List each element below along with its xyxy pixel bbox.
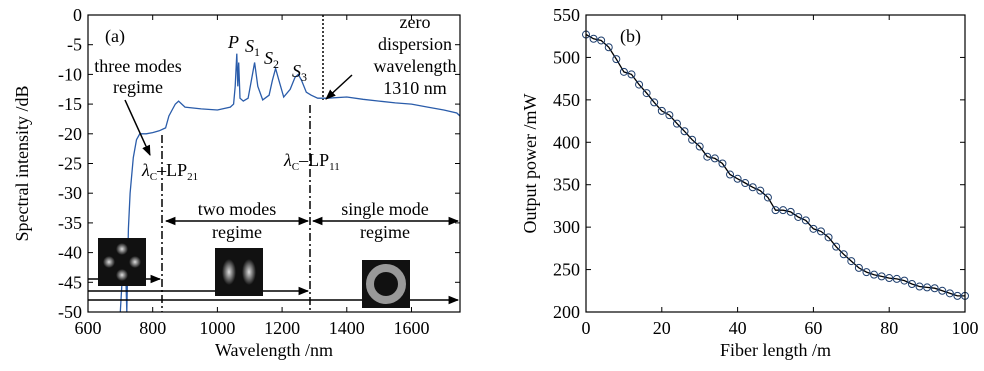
cutoff-label: λC–LP11 [283, 150, 340, 173]
y-tick-label: 450 [553, 90, 580, 110]
plot-frame [586, 15, 965, 312]
regime-label: single mode [341, 199, 429, 219]
regime-label: regime [113, 77, 163, 97]
x-tick-label: 800 [139, 318, 166, 338]
x-tick-label: 0 [582, 318, 591, 338]
y-tick-label: -20 [58, 124, 82, 144]
y-tick-label: 350 [553, 175, 580, 195]
note: wavelength [374, 56, 457, 76]
y-tick-label: 400 [553, 132, 580, 152]
x-tick-label: 100 [952, 318, 979, 338]
y-tick-label: -5 [67, 35, 82, 55]
y-tick-label: 0 [73, 5, 82, 25]
regime-label: three modes [94, 56, 181, 76]
x-tick-label: 1400 [329, 318, 365, 338]
x-tick-label: 40 [729, 318, 747, 338]
x-tick-label: 1600 [393, 318, 429, 338]
regime-label: regime [212, 222, 262, 242]
y-tick-label: -30 [58, 183, 82, 203]
x-tick-label: 600 [75, 318, 102, 338]
peak-label: S3 [292, 61, 307, 84]
x-tick-label: 80 [880, 318, 898, 338]
y-tick-label: -15 [58, 94, 82, 114]
y-tick-label: 300 [553, 217, 580, 237]
y-axis-label: Output power /mW [520, 94, 540, 234]
x-tick-label: 1200 [264, 318, 300, 338]
x-tick-label: 1000 [199, 318, 235, 338]
x-axis-label: Fiber length /m [720, 340, 831, 360]
arrow [125, 100, 150, 155]
x-tick-label: 60 [804, 318, 822, 338]
y-tick-label: 200 [553, 302, 580, 322]
y-tick-label: -40 [58, 243, 82, 263]
y-tick-label: 250 [553, 260, 580, 280]
arrow [326, 75, 352, 99]
y-tick-label: -35 [58, 213, 82, 233]
y-tick-label: -45 [58, 272, 82, 292]
y-tick-label: -10 [58, 64, 82, 84]
x-tick-label: 20 [653, 318, 671, 338]
note: 1310 nm [383, 78, 447, 98]
x-axis-label: Wavelength /nm [215, 340, 333, 360]
peak-label: P [227, 32, 239, 52]
note: zero [400, 12, 431, 32]
figure: 0-5-10-15-20-25-30-35-40-45-506008001000… [0, 0, 984, 366]
cutoff-label: λC–LP21 [141, 160, 198, 183]
y-tick-label: 500 [553, 47, 580, 67]
y-tick-label: 550 [553, 5, 580, 25]
y-axis-label: Spectral intensity /dB [12, 86, 32, 242]
peak-label: S1 [245, 36, 260, 59]
regime-label: two modes [198, 199, 277, 219]
regime-label: regime [360, 222, 410, 242]
y-tick-label: -25 [58, 154, 82, 174]
peak-label: S2 [264, 48, 279, 71]
panel-label: (a) [105, 26, 125, 47]
panel-label: (b) [620, 26, 641, 47]
mode-images [98, 238, 410, 308]
data-line [586, 35, 965, 296]
note: dispersion [378, 34, 452, 54]
